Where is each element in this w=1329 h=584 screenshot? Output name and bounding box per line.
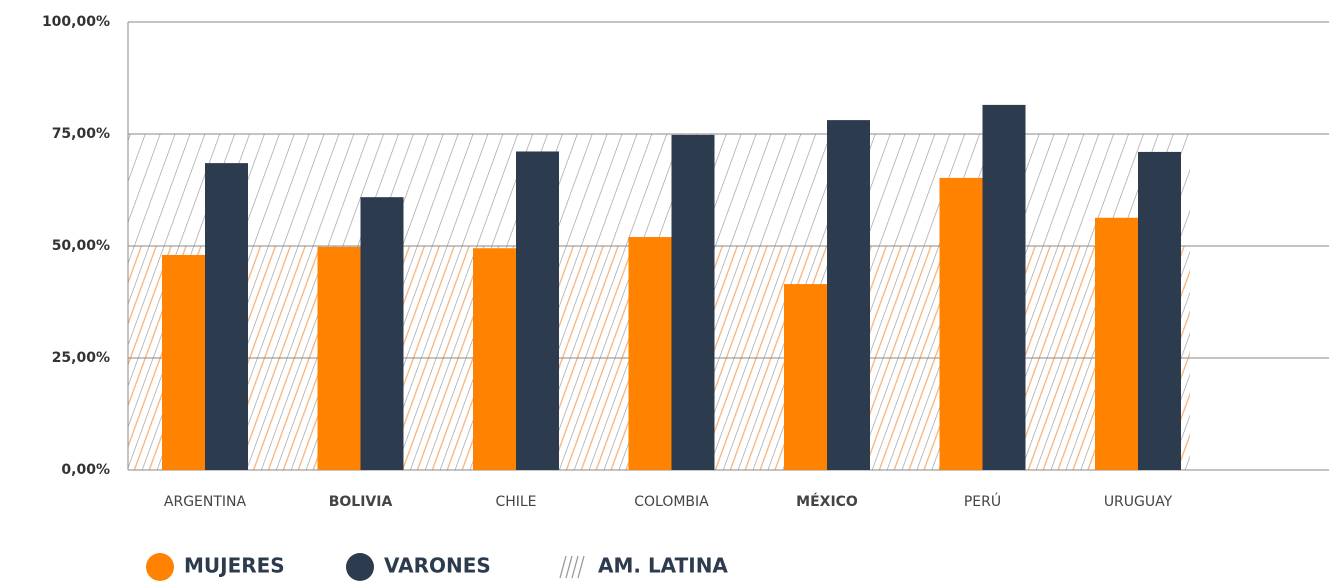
legend-hatch <box>577 555 585 579</box>
x-tick-label: COLOMBIA <box>634 494 709 510</box>
y-tick-label: 50,00% <box>52 238 110 254</box>
bar <box>784 284 827 470</box>
bar <box>1138 151 1181 471</box>
legend-swatch <box>346 553 374 581</box>
x-tick-label: URUGUAY <box>1104 494 1173 510</box>
bar <box>982 104 1026 470</box>
bars <box>162 104 1181 471</box>
bar <box>205 163 248 470</box>
legend-swatch <box>146 553 174 581</box>
labels: 0,00% 25,00% 50,00% 75,00% 100,00% ARGENTINA B… <box>42 14 1173 581</box>
x-tick-label: MÉXICO <box>796 493 858 510</box>
legend-label: MUJERES <box>184 554 285 578</box>
bar <box>671 134 715 470</box>
y-tick-label: 0,00% <box>61 462 110 478</box>
x-tick-label: PERÚ <box>964 492 1001 510</box>
y-tick-label: 100,00% <box>42 14 110 30</box>
legend-label: AM. LATINA <box>598 554 728 578</box>
bar <box>1095 217 1138 470</box>
legend-label: VARONES <box>384 554 491 578</box>
bar <box>939 177 983 471</box>
legend-hatch <box>571 555 579 579</box>
bar <box>516 151 559 471</box>
x-tick-label: ARGENTINA <box>164 494 247 510</box>
bar <box>162 254 205 470</box>
y-tick-label: 25,00% <box>52 350 110 366</box>
bar <box>827 120 870 470</box>
bar <box>360 197 404 470</box>
y-tick-label: 75,00% <box>52 126 110 142</box>
bar <box>628 237 672 470</box>
bar <box>317 246 361 470</box>
bar <box>473 248 516 470</box>
x-tick-label: BOLIVIA <box>329 494 393 510</box>
legend-hatch <box>559 555 567 579</box>
x-tick-label: CHILE <box>495 494 536 510</box>
legend-hatch <box>565 555 573 579</box>
